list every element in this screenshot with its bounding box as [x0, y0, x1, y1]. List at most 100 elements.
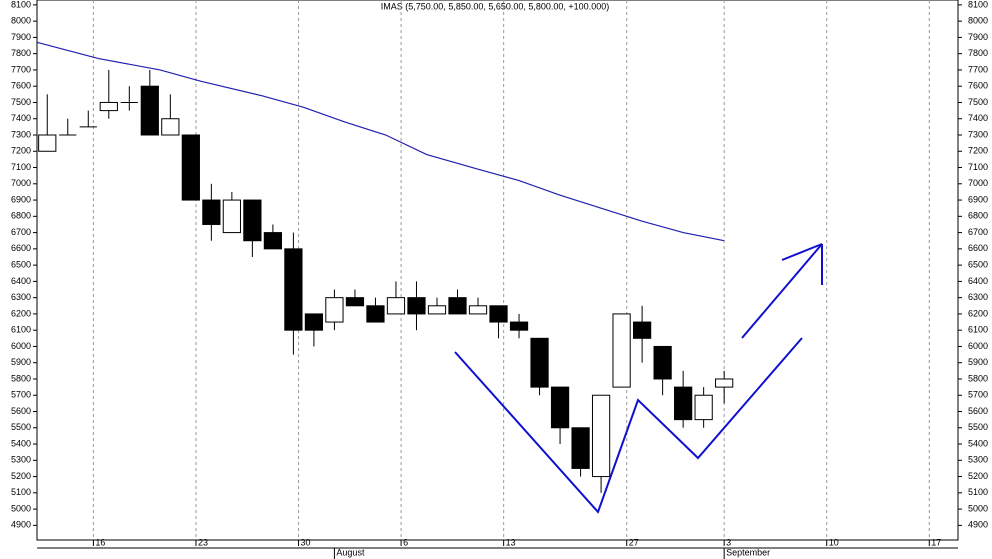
y-tick-label: 5100	[11, 487, 31, 497]
y-tick-label-right: 6300	[968, 292, 988, 302]
candle-body	[632, 321, 652, 339]
y-tick-label-right: 6100	[968, 325, 988, 335]
candle-body	[427, 305, 447, 315]
candle-body	[222, 199, 241, 234]
x-tick-label: 17	[931, 537, 941, 547]
candle-body	[530, 337, 549, 388]
y-tick-label-right: 7700	[968, 64, 988, 74]
x-tick-label: 13	[506, 537, 516, 547]
y-tick-label: 6900	[11, 194, 31, 204]
candle-body	[202, 199, 221, 225]
y-tick-label-right: 7600	[968, 81, 988, 91]
y-tick-label-right: 6600	[968, 243, 988, 253]
arrow-annotation	[741, 243, 823, 339]
y-tick-label: 6400	[11, 276, 31, 286]
y-tick-label: 5000	[11, 503, 31, 513]
candle-body	[345, 297, 365, 307]
x-tick-label: 23	[198, 537, 208, 547]
y-tick-label: 7900	[11, 32, 31, 42]
y-tick-label: 7400	[11, 113, 31, 123]
arrow-annotation	[781, 243, 823, 261]
y-tick-label-right: 7100	[968, 162, 988, 172]
candle-body	[284, 248, 303, 331]
y-tick-label: 7300	[11, 129, 31, 139]
y-tick-label-right: 6500	[968, 259, 988, 269]
candle-body	[489, 305, 508, 323]
candle-body	[468, 305, 488, 315]
y-tick-label-right: 7400	[968, 113, 988, 123]
candle-body	[550, 386, 570, 429]
y-tick-label: 7200	[11, 146, 31, 156]
y-tick-label: 7600	[11, 81, 31, 91]
candle-body	[448, 297, 467, 315]
y-tick-label: 5500	[11, 422, 31, 432]
y-tick-label: 7500	[11, 97, 31, 107]
month-label: August	[336, 547, 365, 557]
candle-body	[161, 118, 180, 136]
y-tick-label-right: 6700	[968, 227, 988, 237]
y-tick-label-right: 4900	[968, 520, 988, 530]
y-tick-label-right: 5700	[968, 390, 988, 400]
y-tick-label: 6300	[11, 292, 31, 302]
candle-body	[243, 199, 262, 242]
candle-body	[304, 313, 324, 331]
y-tick-label: 8000	[11, 16, 31, 26]
y-tick-label: 5400	[11, 438, 31, 448]
y-tick-label-right: 5300	[968, 455, 988, 465]
y-tick-label: 6200	[11, 308, 31, 318]
candle-body	[694, 394, 713, 421]
y-tick-label: 6800	[11, 211, 31, 221]
y-tick-label: 7800	[11, 48, 31, 58]
y-tick-label-right: 6000	[968, 341, 988, 351]
x-tick-label: 16	[95, 537, 105, 547]
candle-body	[38, 134, 57, 152]
y-tick-label-right: 7900	[968, 32, 988, 42]
hand-drawn-annotation	[454, 243, 823, 514]
zigzag-annotation	[454, 337, 803, 514]
candle-body	[674, 386, 693, 421]
y-tick-label: 4900	[11, 520, 31, 530]
y-tick-label: 6700	[11, 227, 31, 237]
candle-body	[386, 297, 406, 315]
y-tick-label: 7700	[11, 64, 31, 74]
x-tick-label: 30	[301, 537, 311, 547]
candle-body	[99, 101, 118, 112]
y-tick-label: 7100	[11, 162, 31, 172]
y-tick-label: 5300	[11, 455, 31, 465]
y-tick-label: 5800	[11, 373, 31, 383]
y-tick-label-right: 5600	[968, 406, 988, 416]
x-tick-label: 10	[829, 537, 839, 547]
moving-average-line	[36, 41, 725, 242]
y-tick-label-right: 5100	[968, 487, 988, 497]
month-label: September	[726, 547, 770, 557]
y-tick-label-right: 5000	[968, 503, 988, 513]
y-tick-label-right: 8000	[968, 16, 988, 26]
candle-body	[407, 297, 426, 315]
plot-frame	[36, 0, 959, 541]
y-tick-label: 6000	[11, 341, 31, 351]
x-tick-label: 3	[726, 537, 731, 547]
y-tick-label: 5200	[11, 471, 31, 481]
y-tick-label: 5700	[11, 390, 31, 400]
candle-body	[509, 321, 529, 331]
y-tick-label-right: 5500	[968, 422, 988, 432]
candle-body	[181, 134, 200, 201]
y-tick-label-right: 7200	[968, 146, 988, 156]
y-tick-label-right: 6400	[968, 276, 988, 286]
candle-body	[653, 345, 672, 380]
y-tick-label-right: 5400	[968, 438, 988, 448]
y-tick-label-right: 7800	[968, 48, 988, 58]
y-tick-label: 6600	[11, 243, 31, 253]
candle-body	[140, 85, 159, 136]
y-tick-label-right: 7300	[968, 129, 988, 139]
y-tick-label: 7000	[11, 178, 31, 188]
y-tick-label: 6500	[11, 259, 31, 269]
y-tick-label-right: 6900	[968, 194, 988, 204]
x-tick-label: 6	[403, 537, 408, 547]
y-tick-label: 5900	[11, 357, 31, 367]
y-tick-label-right: 6800	[968, 211, 988, 221]
candle-body	[263, 232, 283, 250]
y-tick-label-right: 8100	[968, 0, 988, 9]
